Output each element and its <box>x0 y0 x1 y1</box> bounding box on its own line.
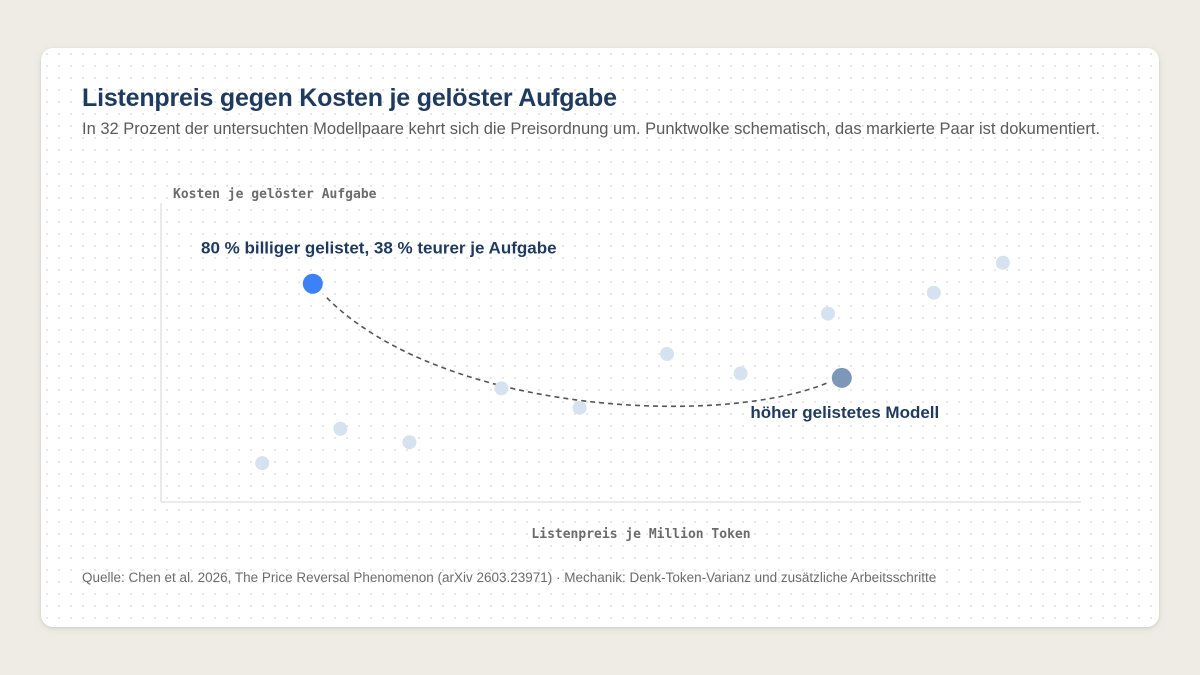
y-axis-label: Kosten je gelöster Aufgabe <box>173 187 377 202</box>
annotation-expensive: höher gelistetes Modell <box>750 403 939 422</box>
scatter-point <box>333 421 348 436</box>
chart-subtitle: In 32 Prozent der untersuchten Modellpaa… <box>82 120 1101 138</box>
chart-title: Listenpreis gegen Kosten je gelöster Auf… <box>82 84 617 112</box>
x-axis-label: Listenpreis je Million Token <box>531 527 751 542</box>
highlight-point-expensive <box>831 367 852 388</box>
highlight-point-cheaper <box>302 273 323 294</box>
scatter-point <box>255 456 270 471</box>
scatter-point <box>733 366 748 381</box>
scatter-point <box>660 346 674 361</box>
source-note: Quelle: Chen et al. 2026, The Price Reve… <box>82 570 937 585</box>
scatter-point <box>926 285 941 300</box>
scatter-point <box>995 255 1010 270</box>
scatter-point <box>402 435 417 450</box>
scatter-point <box>821 306 835 321</box>
annotation-cheaper: 80 % billiger gelistet, 38 % teurer je A… <box>201 239 557 258</box>
pair-connector <box>326 297 831 408</box>
scatter-plot: 80 % billiger gelistet, 38 % teurer je A… <box>160 203 1081 503</box>
scatter-point <box>572 400 587 415</box>
scatter-point <box>494 381 509 396</box>
chart-card: Listenpreis gegen Kosten je gelöster Auf… <box>41 48 1159 627</box>
